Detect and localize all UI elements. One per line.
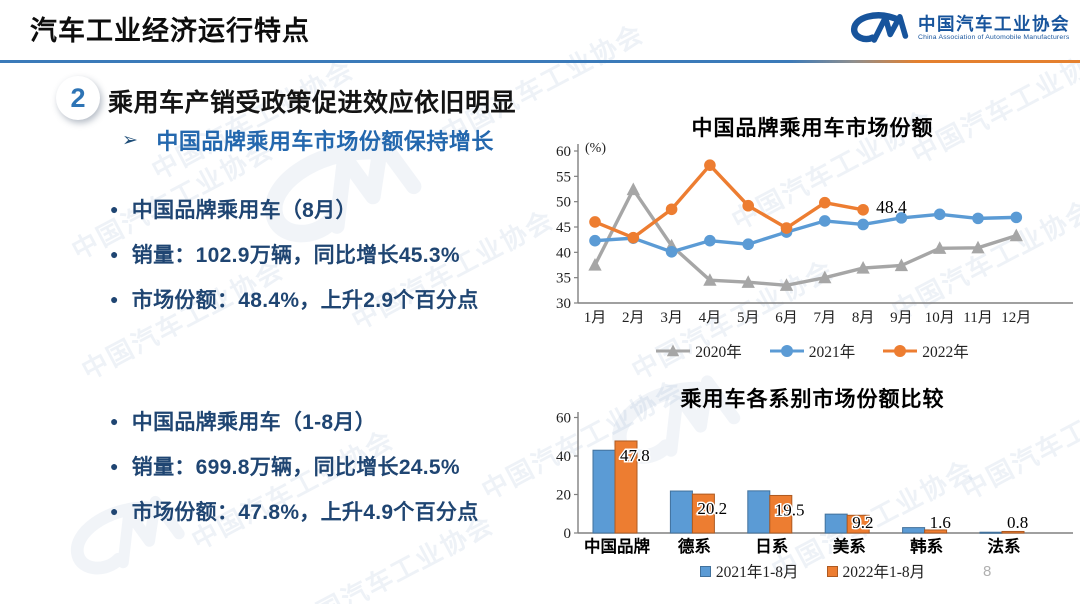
section-subtitle: 中国品牌乘用车市场份额保持增长 <box>156 129 494 154</box>
svg-text:6月: 6月 <box>775 310 798 326</box>
legend-swatch-icon <box>699 565 711 577</box>
logo-name-cn: 中国汽车工业协会 <box>918 14 1070 35</box>
legend-label: 2021年 <box>808 344 856 361</box>
bullet-icon: ● <box>110 201 119 217</box>
line-chart: 30 35 40 45 50 55 60 (%) 1月 2月 3月 4月 5月 6月 7月 8月 9月 10月 11… <box>556 141 1073 326</box>
bullet-list-jan-aug: ● 中国品牌乘用车（1-8月） ● 销量：699.8万辆，同比增长24.5% ● 市场份额… <box>110 406 479 541</box>
page-title: 汽车工业经济运行特点 <box>30 16 310 46</box>
bullet-item: ● 中国品牌乘用车（1-8月） <box>110 406 479 436</box>
svg-text:9.2: 9.2 <box>852 513 873 532</box>
section-subtitle-row: ➢ 中国品牌乘用车市场份额保持增长 <box>122 124 494 156</box>
svg-text:40: 40 <box>556 449 571 465</box>
cam-logo-icon <box>851 12 909 43</box>
bullet-item: ● 中国品牌乘用车（8月） <box>110 194 479 224</box>
legend-item: 2022年 <box>883 340 969 362</box>
bullet-list-august: ● 中国品牌乘用车（8月） ● 销量：102.9万辆，同比增长45.3% ● 市场份额：4… <box>110 194 479 329</box>
svg-text:30: 30 <box>556 296 571 312</box>
svg-text:45: 45 <box>556 220 571 236</box>
svg-text:9月: 9月 <box>890 310 913 326</box>
svg-text:20.2: 20.2 <box>697 499 727 518</box>
svg-text:10月: 10月 <box>925 310 955 326</box>
svg-text:40: 40 <box>556 245 571 261</box>
legend-item: 2020年 <box>656 340 742 362</box>
bullet-text: 中国品牌乘用车（8月） <box>131 199 357 222</box>
legend-marker-icon <box>656 344 691 357</box>
svg-text:0.8: 0.8 <box>1007 513 1028 532</box>
bullet-item: ● 销量：699.8万辆，同比增长24.5% <box>110 451 479 481</box>
svg-text:19.5: 19.5 <box>775 500 805 519</box>
bullet-text: 销量：102.9万辆，同比增长45.3% <box>131 244 460 267</box>
svg-text:55: 55 <box>556 169 571 185</box>
legend-label: 2021年1-8月 <box>715 564 799 581</box>
page-number: 8 <box>983 563 992 580</box>
bullet-text: 市场份额：47.8%，上升4.9个百分点 <box>131 501 479 524</box>
legend-item: 2021年1-8月 <box>699 560 799 582</box>
bullet-item: ● 市场份额：48.4%，上升2.9个百分点 <box>110 284 479 314</box>
bullet-item: ● 市场份额：47.8%，上升4.9个百分点 <box>110 496 479 526</box>
bullet-item: ● 销量：102.9万辆，同比增长45.3% <box>110 239 479 269</box>
svg-text:7月: 7月 <box>814 310 837 326</box>
legend-marker-icon <box>769 345 804 357</box>
svg-text:11月: 11月 <box>963 310 992 326</box>
bullet-text: 销量：699.8万辆，同比增长24.5% <box>131 456 460 479</box>
svg-text:5月: 5月 <box>737 310 760 326</box>
legend-marker-icon <box>883 345 918 357</box>
bar-chart: 0 20 40 60 中国品牌 47.8 德系 20.2 日系 19.5 美系 9.2 韩系 1.6 法系 0… <box>556 411 1073 556</box>
svg-text:47.8: 47.8 <box>620 446 650 465</box>
svg-text:日系: 日系 <box>755 537 788 556</box>
svg-text:35: 35 <box>556 271 571 287</box>
svg-text:8月: 8月 <box>852 310 875 326</box>
logo-name-en: China Association of Automobile Manufact… <box>918 34 1070 42</box>
legend-label: 2022年1-8月 <box>842 564 926 581</box>
legend-swatch-icon <box>826 565 838 577</box>
legend-item: 2021年 <box>769 340 856 362</box>
svg-text:(%): (%) <box>585 141 606 156</box>
svg-text:60: 60 <box>556 411 571 427</box>
svg-text:48.4: 48.4 <box>876 197 907 217</box>
svg-text:美系: 美系 <box>833 536 866 556</box>
line-chart-legend: 2020年 2021年 2022年 <box>545 340 1080 362</box>
svg-text:中国品牌: 中国品牌 <box>584 536 651 556</box>
svg-text:50: 50 <box>556 195 571 211</box>
svg-text:20: 20 <box>556 488 571 504</box>
bullet-icon: ● <box>110 246 119 262</box>
bar-chart-legend: 2021年1-8月 2022年1-8月 <box>545 560 1080 582</box>
svg-text:1月: 1月 <box>584 310 607 326</box>
legend-label: 2020年 <box>695 344 742 361</box>
arrow-bullet-icon: ➢ <box>122 129 139 151</box>
svg-text:4月: 4月 <box>699 310 722 326</box>
bullet-icon: ● <box>110 291 119 307</box>
cam-logo: 中国汽车工业协会 China Association of Automobile… <box>847 8 1070 48</box>
legend-item: 2022年1-8月 <box>826 560 926 582</box>
header-divider <box>0 60 1080 63</box>
bar-chart-title: 乘用车各系别市场份额比较 <box>680 388 945 411</box>
section-title: 乘用车产销受政策促进效应依旧明显 <box>108 89 517 117</box>
svg-text:60: 60 <box>556 144 571 160</box>
svg-text:德系: 德系 <box>678 536 711 556</box>
svg-text:0: 0 <box>564 526 572 542</box>
svg-text:2月: 2月 <box>622 310 645 326</box>
bullet-icon: ● <box>110 503 119 519</box>
svg-text:3月: 3月 <box>660 310 683 326</box>
svg-text:法系: 法系 <box>988 536 1021 556</box>
bullet-icon: ● <box>110 458 119 474</box>
bullet-text: 市场份额：48.4%，上升2.9个百分点 <box>131 289 479 312</box>
legend-label: 2022年 <box>922 344 969 361</box>
section-number-badge: 2 <box>56 76 100 120</box>
svg-text:1.6: 1.6 <box>930 513 951 532</box>
bullet-text: 中国品牌乘用车（1-8月） <box>131 411 377 434</box>
bullet-icon: ● <box>110 413 119 429</box>
line-chart-title: 中国品牌乘用车市场份额 <box>691 117 934 140</box>
svg-text:韩系: 韩系 <box>910 536 943 556</box>
svg-text:12月: 12月 <box>1001 310 1031 326</box>
